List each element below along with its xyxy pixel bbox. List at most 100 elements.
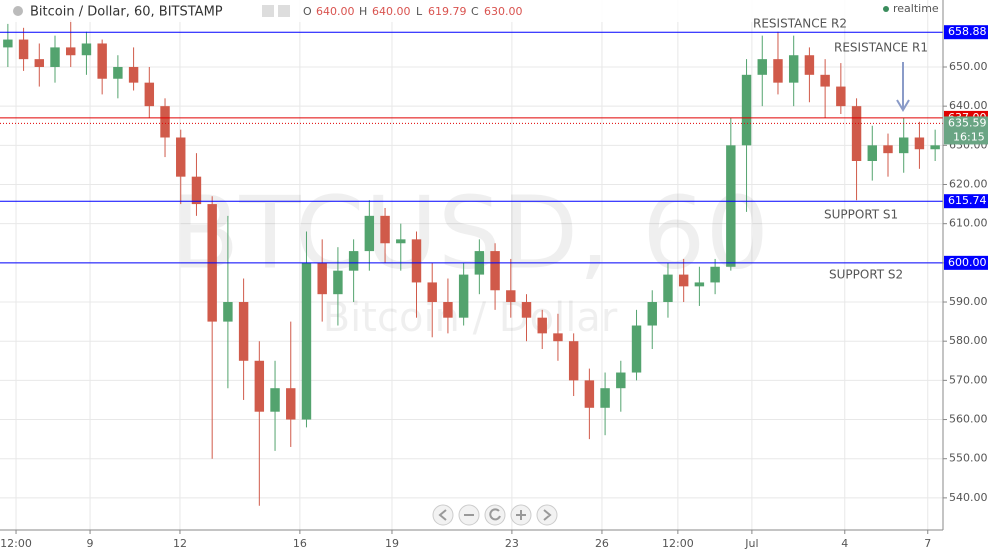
last-price-bg <box>944 116 988 145</box>
y-tick-label: 550.00 <box>949 452 988 465</box>
x-tick-label: 23 <box>505 537 519 550</box>
x-tick-label: 4 <box>841 537 848 550</box>
candle-body <box>710 266 720 283</box>
x-tick-label: 26 <box>595 537 609 550</box>
y-tick-label: 590.00 <box>949 295 988 308</box>
candle-body <box>364 215 375 252</box>
reset-button[interactable] <box>484 504 506 526</box>
candle-body <box>317 262 327 295</box>
scroll-right-button[interactable] <box>536 504 558 526</box>
candle-body <box>616 372 626 389</box>
candle-body <box>600 388 610 408</box>
candle-body <box>286 388 296 420</box>
level-label: 600.00 <box>948 256 987 269</box>
symbol-title: Bitcoin / Dollar, 60, BITSTAMP <box>30 5 223 20</box>
candle-body <box>631 325 642 373</box>
candle-body <box>883 145 893 154</box>
candle-body <box>726 145 736 267</box>
annotation: SUPPORT S1 <box>824 208 898 222</box>
candle-body <box>270 388 280 412</box>
candle-body <box>97 43 107 79</box>
candle-body <box>694 282 705 287</box>
candle-body <box>301 262 312 420</box>
candle-body <box>254 360 265 412</box>
candle-body <box>333 270 343 295</box>
annotation: SUPPORT S2 <box>829 268 903 282</box>
candle-body <box>898 137 909 154</box>
candle-body <box>553 333 563 342</box>
level-label: 615.74 <box>948 194 987 207</box>
candle-body <box>427 282 437 303</box>
candle-body <box>191 176 202 205</box>
candle-body <box>380 215 390 244</box>
arrow-head <box>896 99 910 112</box>
candle-body <box>176 137 186 177</box>
candle-body <box>128 66 139 83</box>
realtime-status: realtime <box>893 2 939 15</box>
candle-body <box>50 47 60 67</box>
candle-body <box>144 82 155 107</box>
level-label: 658.88 <box>948 25 987 38</box>
candle-body <box>3 39 13 48</box>
x-tick-label: 19 <box>385 537 399 550</box>
x-tick-label: 12 <box>173 537 187 550</box>
candle-body <box>568 341 579 381</box>
x-tick-label: Jul <box>744 537 758 550</box>
candle-body <box>663 274 673 303</box>
candle-body <box>506 290 516 303</box>
scroll-left-button[interactable] <box>432 504 454 526</box>
watermark: BTCUSD, 60 <box>171 174 769 291</box>
y-tick-label: 650.00 <box>949 60 988 73</box>
y-tick-label: 640.00 <box>949 99 988 112</box>
candle-body <box>788 55 799 83</box>
candle-body <box>18 39 29 60</box>
x-tick-label: 16 <box>293 537 307 550</box>
y-tick-label: 620.00 <box>949 178 988 191</box>
candle-body <box>584 380 595 408</box>
level-label-bg <box>944 255 988 270</box>
annotation: RESISTANCE R2 <box>753 17 847 31</box>
level-label-bg <box>944 194 988 209</box>
candle-body <box>757 59 767 75</box>
candle-body <box>773 59 783 83</box>
y-tick-label: 580.00 <box>949 334 988 347</box>
candle-body <box>34 59 45 67</box>
hide-icon[interactable] <box>278 5 290 17</box>
candle-body <box>820 74 830 87</box>
candle-body <box>81 43 92 56</box>
y-tick-label: 570.00 <box>949 373 988 386</box>
ohlc-header: O 640.00 H 640.00 L 619.79 C 630.00 <box>303 5 523 18</box>
candle-body <box>238 302 249 361</box>
candle-body <box>930 145 940 150</box>
candle-body <box>160 106 170 138</box>
symbol-icon[interactable] <box>13 6 23 16</box>
x-tick-label: 7 <box>924 537 931 550</box>
realtime-dot <box>883 6 889 12</box>
y-tick-label: 540.00 <box>949 491 988 504</box>
candle-body <box>521 302 532 318</box>
x-tick-label: 12:00 <box>662 537 694 550</box>
candle-body <box>396 239 406 244</box>
nav-icons <box>438 508 552 521</box>
candle-body <box>836 86 846 107</box>
level-label-bg <box>944 25 988 40</box>
y-tick-label: 610.00 <box>949 217 988 230</box>
candle-body <box>537 317 547 334</box>
candle-body <box>458 274 469 318</box>
annotation: RESISTANCE R1 <box>834 41 928 55</box>
candle-body <box>223 302 233 322</box>
x-tick-label: 12:00 <box>0 537 32 550</box>
last-price-label: 635.59 <box>948 116 987 129</box>
candle-body <box>914 137 925 150</box>
x-tick-label: 9 <box>87 537 94 550</box>
watermark-sub: Bitcoin / Dollar <box>323 295 618 341</box>
candle-body <box>490 251 500 291</box>
candle-body <box>804 55 815 75</box>
candle-body <box>867 145 877 161</box>
candle-body <box>411 239 422 283</box>
candle-body <box>678 274 689 287</box>
y-tick-label: 560.00 <box>949 413 988 426</box>
candle-body <box>113 66 123 79</box>
settings-icon[interactable] <box>262 5 274 17</box>
